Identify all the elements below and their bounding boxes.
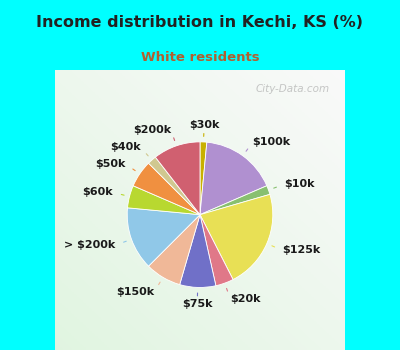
Text: $60k: $60k [82,187,113,197]
Wedge shape [128,186,200,215]
Text: $125k: $125k [282,245,320,255]
Text: $30k: $30k [189,120,220,130]
Wedge shape [200,186,270,215]
Text: City-Data.com: City-Data.com [256,84,330,94]
Wedge shape [127,208,200,266]
Text: $20k: $20k [230,294,261,304]
Text: $10k: $10k [284,179,315,189]
Text: $40k: $40k [110,142,141,153]
Wedge shape [148,215,200,285]
Text: > $200k: > $200k [64,240,116,250]
Wedge shape [200,142,207,215]
Text: $50k: $50k [96,159,126,169]
Wedge shape [200,194,273,280]
Wedge shape [148,157,200,215]
Text: $75k: $75k [182,299,212,309]
Wedge shape [180,215,216,287]
Wedge shape [200,215,233,286]
Text: White residents: White residents [141,51,259,64]
Text: $200k: $200k [133,125,171,135]
Text: $100k: $100k [253,137,291,147]
Wedge shape [155,142,200,215]
Text: Income distribution in Kechi, KS (%): Income distribution in Kechi, KS (%) [36,15,364,29]
Wedge shape [200,142,267,215]
Text: $150k: $150k [116,287,154,297]
Wedge shape [133,163,200,215]
